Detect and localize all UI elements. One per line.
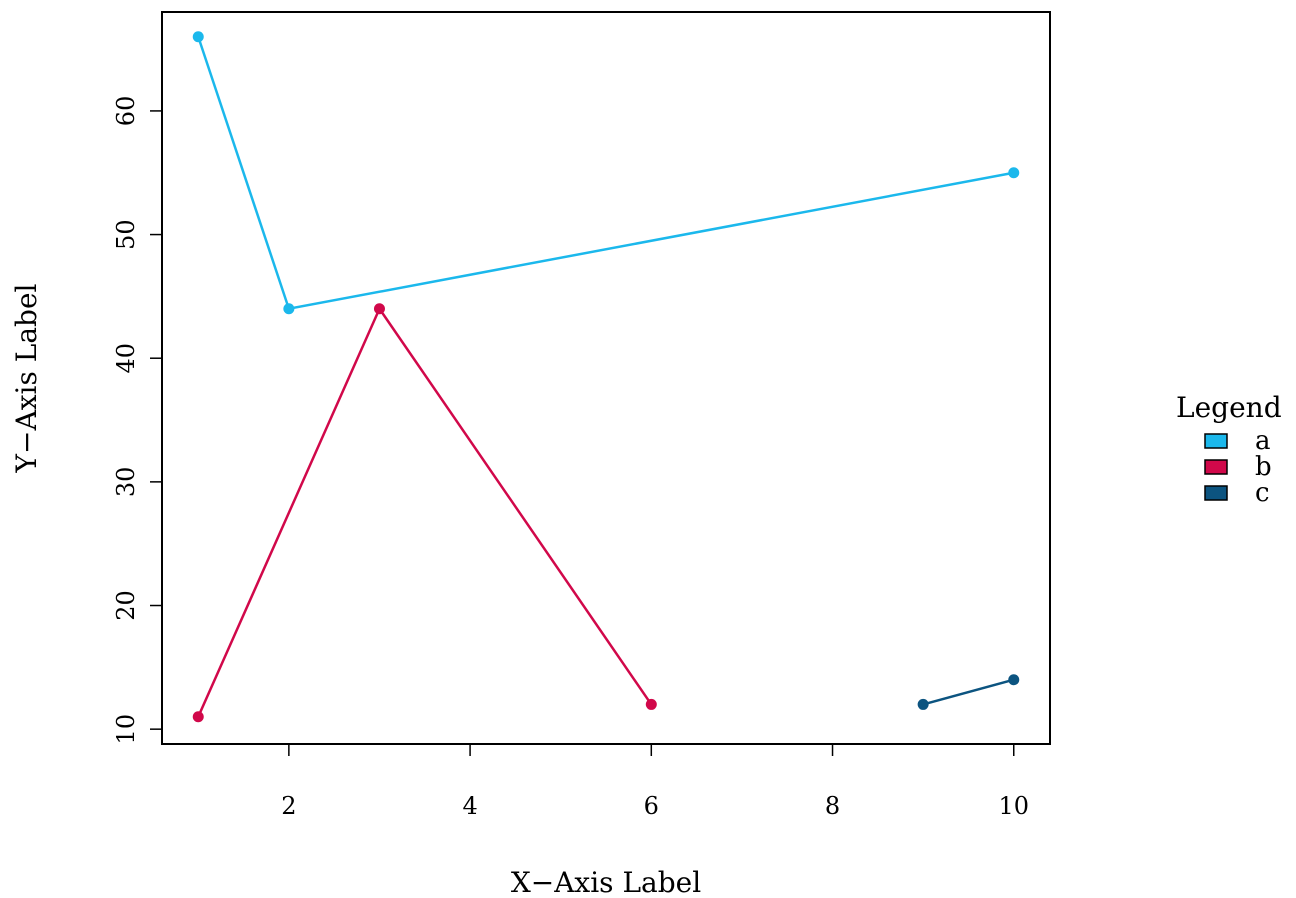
x-tick-label: 2	[281, 792, 296, 820]
y-tick-label: 60	[112, 96, 140, 127]
legend-swatch-a	[1204, 433, 1228, 449]
legend-label-b: b	[1255, 452, 1272, 482]
plot-area	[161, 11, 1051, 745]
y-axis-title: Y−Axis Label	[10, 283, 43, 473]
y-tick-label: 20	[112, 590, 140, 621]
legend: Legend abc	[1176, 391, 1282, 508]
data-point-a	[283, 303, 295, 315]
series-a	[192, 31, 1020, 315]
series-b	[192, 303, 657, 723]
x-tick-label: 4	[462, 792, 477, 820]
series-line-b	[197, 306, 653, 718]
x-tick-label: 6	[644, 792, 659, 820]
y-tick-label: 10	[112, 714, 140, 745]
legend-items: abc	[1204, 426, 1272, 508]
data-point-c	[1008, 674, 1020, 686]
plot-frame	[161, 11, 1051, 745]
series-line-c	[922, 678, 1015, 706]
legend-label-c: c	[1255, 478, 1270, 508]
x-axis-title: X−Axis Label	[511, 866, 701, 898]
data-point-b	[192, 711, 204, 723]
legend-item-a: a	[1204, 426, 1271, 456]
y-tick-label: 30	[112, 467, 140, 498]
x-tick-label: 10	[998, 792, 1029, 820]
legend-item-b: b	[1204, 452, 1272, 482]
data-point-b	[373, 303, 385, 315]
y-axis: 10 20 30 40 50 60	[112, 96, 163, 745]
legend-swatch-c	[1204, 485, 1228, 501]
legend-title: Legend	[1176, 391, 1282, 424]
legend-label-a: a	[1255, 426, 1271, 456]
data-point-a	[1008, 167, 1020, 179]
series-layer	[192, 31, 1020, 723]
series-line-a	[197, 36, 1014, 311]
data-point-c	[917, 698, 929, 710]
x-tick-label: 8	[825, 792, 840, 820]
legend-item-c: c	[1204, 478, 1270, 508]
y-tick-label: 40	[112, 343, 140, 374]
legend-swatch-b	[1204, 459, 1228, 475]
x-axis: 2 4 6 8 10	[281, 743, 1029, 820]
y-tick-label: 50	[112, 219, 140, 250]
series-c	[917, 674, 1020, 710]
data-point-b	[645, 698, 657, 710]
data-point-a	[192, 31, 204, 43]
